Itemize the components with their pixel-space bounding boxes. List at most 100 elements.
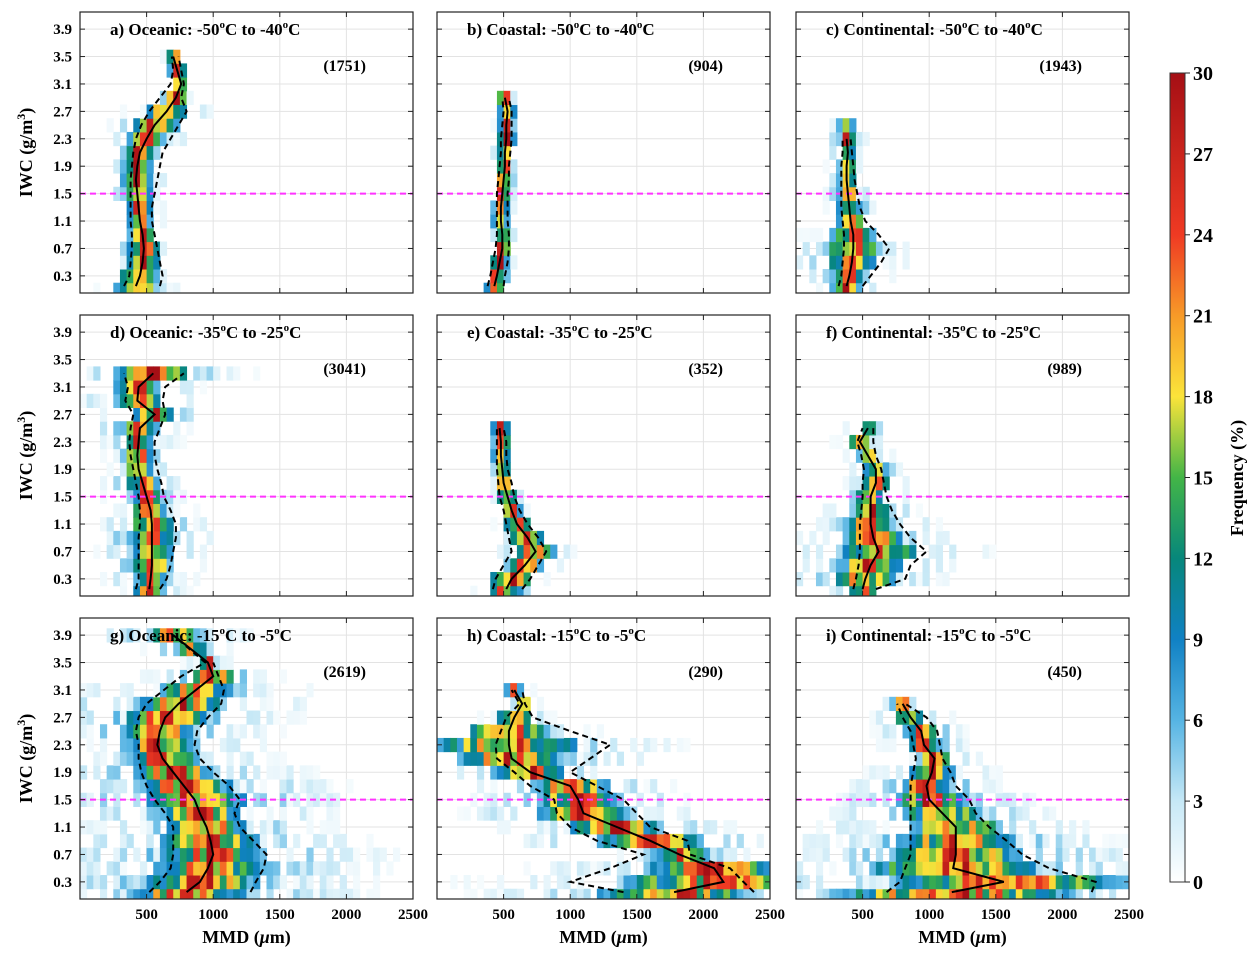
heatmap-cell (146, 765, 154, 780)
heatmap-cell (922, 833, 930, 849)
heatmap-cell (902, 779, 910, 794)
heatmap-cell (126, 462, 134, 477)
heatmap-cell (153, 517, 161, 532)
heatmap-cell (929, 710, 937, 725)
heatmap-cell (153, 806, 161, 821)
heatmap-cell (536, 806, 545, 821)
heatmap-cell (975, 751, 983, 766)
heatmap-cell (842, 888, 850, 899)
heatmap-cell (630, 833, 638, 849)
panel-title-start: e) Coastal: -35 (467, 323, 572, 342)
heatmap-cell (536, 751, 545, 766)
heatmap-cell (490, 737, 498, 753)
heatmap-cell (153, 724, 161, 739)
heatmap-cell (570, 792, 578, 807)
heatmap-cell (889, 572, 897, 587)
heatmap-cell (563, 806, 571, 821)
heatmap-cell (193, 655, 201, 670)
heatmap-cell (153, 380, 161, 395)
heatmap-cell (173, 489, 181, 504)
heatmap-cell (306, 888, 314, 899)
heatmap-cell (1115, 847, 1123, 862)
heatmap-cell (862, 779, 870, 794)
p25-line (837, 138, 845, 287)
heatmap-cell (199, 628, 208, 643)
heatmap-cell (636, 888, 644, 899)
heatmap-cell (213, 366, 221, 381)
heatmap-cell (233, 366, 241, 381)
heatmap-cell (536, 558, 545, 573)
heatmap-cell (716, 847, 724, 862)
heatmap-cell (139, 380, 148, 395)
heatmap-cell (995, 765, 1003, 780)
y-tick-label: 0.3 (53, 572, 72, 588)
heatmap-cell (166, 724, 174, 739)
heatmap-cell (536, 710, 545, 725)
heatmap-cell (935, 544, 944, 559)
heatmap-cell (949, 820, 957, 835)
panel-title-start: h) Coastal: -15 (467, 626, 574, 645)
heatmap-cell (882, 875, 890, 890)
heatmap-cell (126, 173, 134, 188)
heatmap-cell (809, 530, 817, 546)
heatmap-cell (266, 806, 274, 821)
heatmap-cell (470, 888, 478, 899)
heatmap-cell (862, 131, 870, 147)
heatmap-cell (882, 558, 890, 573)
heatmap-cell (113, 448, 121, 463)
x-tick-label: 500 (851, 907, 874, 923)
heatmap-cell (133, 628, 141, 643)
heatmap-cell (949, 765, 957, 780)
heatmap-cell (313, 888, 321, 899)
panel-title-mid: C to -40 (967, 20, 1025, 39)
heatmap-cell (106, 806, 114, 821)
heatmap-cell (935, 517, 944, 532)
heatmap-cell (239, 751, 247, 766)
heatmap-cell (716, 861, 724, 876)
heatmap-cell (139, 145, 148, 160)
heatmap-cell (490, 214, 498, 229)
heatmap-cell (550, 737, 558, 753)
heatmap-cell (809, 227, 817, 243)
heatmap-cell (676, 806, 684, 821)
heatmap-cell (106, 861, 114, 876)
heatmap-cell (306, 765, 314, 780)
heatmap-cell (895, 765, 904, 780)
heatmap-cell (523, 517, 531, 532)
heatmap-cell (139, 282, 148, 293)
heatmap-cell (146, 476, 154, 491)
heatmap-cell (153, 269, 161, 284)
heatmap-cell (1129, 848, 1136, 862)
heatmap-cell (935, 833, 944, 849)
heatmap-cell (829, 131, 837, 147)
heatmap-cell (995, 820, 1003, 835)
heatmap-cell (166, 530, 174, 546)
heatmap-cell (955, 765, 963, 780)
p25-line (491, 428, 513, 590)
heatmap-cell (982, 806, 990, 821)
heatmap-cell (193, 669, 201, 684)
heatmap-cell (193, 517, 201, 532)
heatmap-cell (1009, 792, 1017, 807)
heatmap-cell (463, 751, 471, 766)
heatmap-cell (842, 847, 850, 862)
heatmap-cell (523, 558, 531, 573)
panel-count: (450) (1047, 664, 1082, 681)
heatmap-cell (86, 724, 94, 739)
heatmap-cell (842, 820, 850, 835)
heatmap-cell (173, 765, 181, 780)
heatmap-cell (510, 751, 518, 766)
heatmap-cell (193, 572, 201, 587)
heatmap-cells (796, 421, 997, 596)
heatmap-cell (113, 503, 121, 518)
heatmap-cell (113, 282, 121, 293)
heatmap-cell (935, 875, 944, 890)
y-axis-label-main: IWC (g/m (16, 120, 37, 198)
heatmap-cell (1042, 861, 1050, 876)
heatmap-cell (862, 558, 870, 573)
heatmap-cell (126, 530, 134, 546)
heatmap-cell (133, 241, 141, 256)
heatmap-cell (159, 710, 168, 725)
heatmap-cell (133, 421, 141, 436)
heatmap-cell (339, 847, 347, 862)
